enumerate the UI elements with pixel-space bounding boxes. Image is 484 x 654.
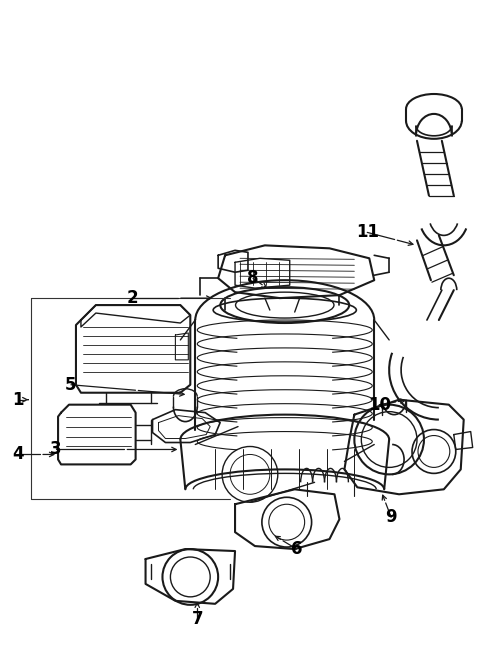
- Text: 8: 8: [247, 269, 258, 287]
- Text: 2: 2: [126, 289, 138, 307]
- Text: 11: 11: [355, 224, 378, 241]
- Text: 1: 1: [13, 390, 24, 409]
- Text: 10: 10: [367, 396, 390, 414]
- Text: 6: 6: [290, 540, 302, 558]
- Text: 4: 4: [13, 445, 24, 464]
- Text: 3: 3: [50, 441, 62, 458]
- Text: 9: 9: [384, 508, 396, 526]
- Text: 7: 7: [191, 610, 203, 628]
- Text: 5: 5: [65, 376, 76, 394]
